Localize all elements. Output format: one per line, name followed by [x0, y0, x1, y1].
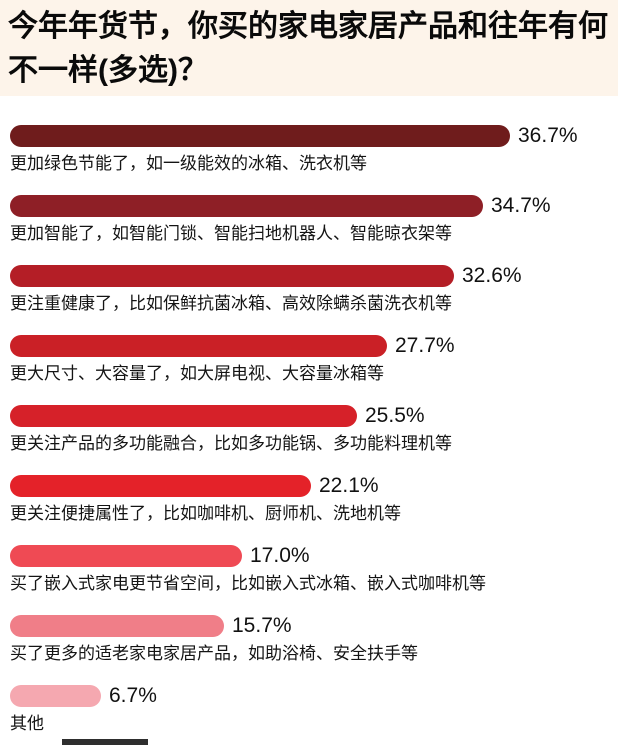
bar-row: 25.5% 更关注产品的多功能融合，比如多功能锅、多功能料理机等 [10, 404, 627, 455]
bar-line: 22.1% [10, 474, 627, 497]
bar-value-label: 25.5% [365, 404, 425, 427]
bar-value-label: 17.0% [250, 544, 310, 567]
chart-title: 今年年货节，你买的家电家居产品和往年有何不一样(多选)？ [0, 0, 618, 96]
bar-category-label: 更关注产品的多功能融合，比如多功能锅、多功能料理机等 [10, 434, 452, 453]
bar-category-label: 买了嵌入式家电更节省空间，比如嵌入式冰箱、嵌入式咖啡机等 [10, 574, 486, 593]
bar-category-label: 更加绿色节能了，如一级能效的冰箱、洗衣机等 [10, 154, 367, 173]
bar [10, 545, 242, 567]
bar-line: 25.5% [10, 404, 627, 427]
bar-line: 27.7% [10, 334, 627, 357]
bar [10, 685, 101, 707]
bar-line: 17.0% [10, 544, 627, 567]
bar-row: 36.7% 更加绿色节能了，如一级能效的冰箱、洗衣机等 [10, 124, 627, 175]
bar [10, 125, 510, 147]
bar-value-label: 32.6% [462, 264, 522, 287]
cropped-element-fragment [62, 739, 148, 745]
bar-category-label: 更注重健康了，比如保鲜抗菌冰箱、高效除螨杀菌洗衣机等 [10, 294, 452, 313]
bar [10, 475, 311, 497]
bar-line: 32.6% [10, 264, 627, 287]
bar-row: 34.7% 更加智能了，如智能门锁、智能扫地机器人、智能晾衣架等 [10, 194, 627, 245]
bar-category-label: 更关注便捷属性了，比如咖啡机、厨师机、洗地机等 [10, 504, 401, 523]
bar-row: 27.7% 更大尺寸、大容量了，如大屏电视、大容量冰箱等 [10, 334, 627, 385]
bar-row: 17.0% 买了嵌入式家电更节省空间，比如嵌入式冰箱、嵌入式咖啡机等 [10, 544, 627, 595]
bar-category-label: 买了更多的适老家电家居产品，如助浴椅、安全扶手等 [10, 644, 418, 663]
bar-row: 15.7% 买了更多的适老家电家居产品，如助浴椅、安全扶手等 [10, 614, 627, 665]
bar-row: 22.1% 更关注便捷属性了，比如咖啡机、厨师机、洗地机等 [10, 474, 627, 525]
bar-value-label: 36.7% [518, 124, 578, 147]
bar [10, 265, 454, 287]
bar [10, 335, 387, 357]
bar-line: 6.7% [10, 684, 627, 707]
bar-line: 15.7% [10, 614, 627, 637]
bar-value-label: 15.7% [232, 614, 292, 637]
bar-chart: 36.7% 更加绿色节能了，如一级能效的冰箱、洗衣机等 34.7% 更加智能了，如智能… [0, 96, 627, 735]
bar-category-label: 其他 [10, 714, 44, 733]
bar-category-label: 更大尺寸、大容量了，如大屏电视、大容量冰箱等 [10, 364, 384, 383]
bar-category-label: 更加智能了，如智能门锁、智能扫地机器人、智能晾衣架等 [10, 224, 452, 243]
bar-value-label: 6.7% [109, 684, 157, 707]
bar [10, 195, 483, 217]
bar-value-label: 27.7% [395, 334, 455, 357]
bar-line: 36.7% [10, 124, 627, 147]
bar-row: 32.6% 更注重健康了，比如保鲜抗菌冰箱、高效除螨杀菌洗衣机等 [10, 264, 627, 315]
bar-row: 6.7% 其他 [10, 684, 627, 735]
bar-value-label: 22.1% [319, 474, 379, 497]
bar [10, 405, 357, 427]
bar-line: 34.7% [10, 194, 627, 217]
bar [10, 615, 224, 637]
bar-value-label: 34.7% [491, 194, 551, 217]
